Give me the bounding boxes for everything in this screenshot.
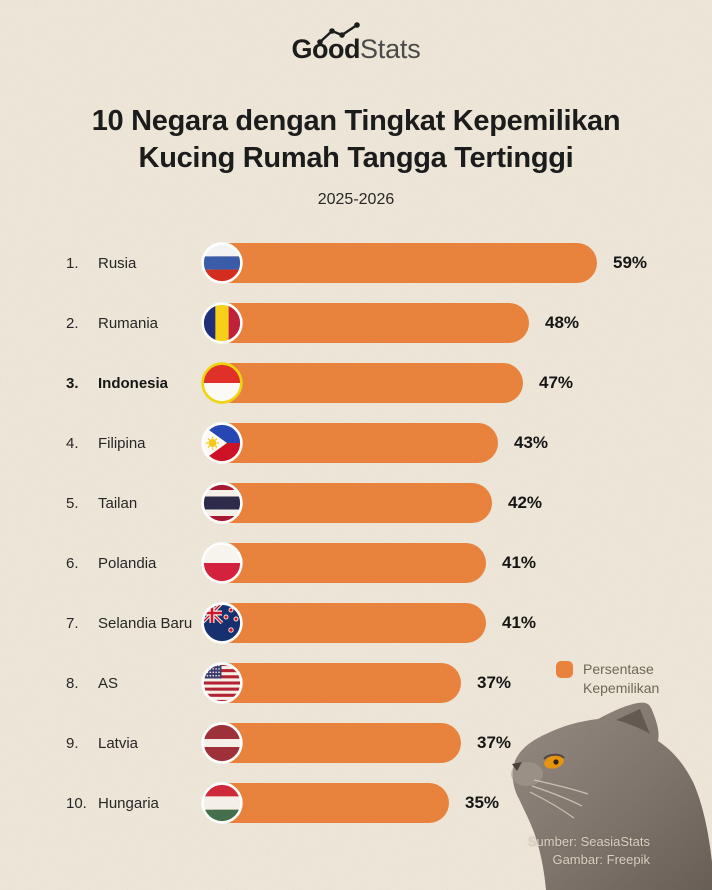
value-bar	[212, 423, 498, 463]
value-bar	[212, 483, 492, 523]
page-subtitle: 2025-2026	[317, 191, 395, 208]
flag-thailand-icon	[201, 482, 243, 524]
page-title: 10 Negara dengan Tingkat Kepemilikan Kuc…	[0, 103, 712, 177]
rank-label: 3.	[66, 374, 79, 392]
legend-swatch	[556, 661, 573, 678]
value-bar	[212, 783, 449, 823]
row-label: 3. Indonesia	[66, 363, 168, 403]
country-label: Filipina	[98, 434, 146, 452]
rank-label: 9.	[66, 734, 79, 752]
chart-row: 7. Selandia Baru	[0, 602, 712, 644]
goodstats-logo: Good Stats	[0, 22, 712, 80]
row-label: 10. Hungaria	[66, 783, 159, 823]
flag-russia-icon	[201, 242, 243, 284]
flag-indonesia-icon	[201, 362, 243, 404]
value-label: 42%	[508, 493, 543, 512]
row-label: 4. Filipina	[66, 423, 146, 463]
country-label: Latvia	[98, 734, 139, 752]
flag-poland-icon	[201, 542, 243, 584]
chart-row: 6. Polandia 41%	[0, 542, 712, 584]
row-label: 1. Rusia	[66, 243, 136, 283]
value-label: 41%	[502, 613, 537, 632]
value-label: 37%	[477, 673, 512, 692]
flag-latvia-icon	[201, 722, 243, 764]
rank-label: 10.	[66, 794, 87, 812]
chart-row: 5. Tailan 42%	[0, 482, 712, 524]
value-bar	[212, 543, 486, 583]
value-label: 59%	[613, 253, 648, 272]
rank-label: 1.	[66, 254, 79, 272]
rank-label: 7.	[66, 614, 79, 632]
row-label: 7. Selandia Baru	[66, 603, 192, 643]
value-bar	[212, 363, 523, 403]
country-label: Tailan	[98, 494, 138, 512]
row-label: 5. Tailan	[66, 483, 137, 523]
value-bar	[212, 723, 461, 763]
page-title-line2: Kucing Rumah Tangga Tertinggi	[138, 142, 574, 174]
rank-label: 5.	[66, 494, 79, 512]
value-label: 43%	[514, 433, 549, 452]
logo-text-light: Stats	[359, 34, 421, 64]
row-label: 2. Rumania	[66, 303, 158, 343]
source-line2: Gambar: Freepik	[552, 852, 650, 867]
trend-line-icon	[317, 22, 361, 45]
chart-row: 2. Rumania 48%	[0, 302, 712, 344]
value-label: 47%	[539, 373, 574, 392]
flag-new-zealand-icon	[201, 602, 243, 644]
page-title-line1: 10 Negara dengan Tingkat Kepemilikan	[91, 105, 621, 137]
rank-label: 6.	[66, 554, 79, 572]
country-label: Polandia	[98, 554, 157, 572]
flag-usa-icon	[201, 662, 243, 704]
country-label: Rusia	[98, 254, 137, 272]
source-line1: Sumber: SeasiaStats	[527, 834, 650, 849]
flag-hungary-icon	[201, 782, 243, 824]
country-label: AS	[98, 674, 119, 692]
source-text: Sumber: SeasiaStats Gambar: Freepik	[528, 833, 650, 869]
legend: Persentase Kepemilikan	[556, 660, 679, 698]
value-bar	[212, 303, 529, 343]
country-label: Indonesia	[98, 374, 169, 392]
row-label: 6. Polandia	[66, 543, 156, 583]
country-label: Rumania	[98, 314, 159, 332]
rank-label: 8.	[66, 674, 79, 692]
legend-label: Persentase Kepemilikan	[583, 661, 660, 696]
flag-philippines-icon	[201, 422, 243, 464]
country-label: Selandia Baru	[98, 614, 193, 632]
value-label: 41%	[502, 553, 537, 572]
value-label: 35%	[465, 793, 500, 812]
chart-row: 4. Filipina	[0, 422, 712, 464]
rank-label: 4.	[66, 434, 79, 452]
chart-row: 3. Indonesia 47%	[0, 362, 712, 404]
rank-label: 2.	[66, 314, 79, 332]
value-bar	[212, 663, 461, 703]
row-label: 9. Latvia	[66, 723, 138, 763]
chart-row: 1. Rusia 59%	[0, 242, 712, 284]
country-label: Hungaria	[98, 794, 159, 812]
value-bar	[212, 243, 597, 283]
value-bar	[212, 603, 486, 643]
value-label: 48%	[545, 313, 580, 332]
flag-romania-icon	[201, 302, 243, 344]
row-label: 8. AS	[66, 663, 118, 703]
